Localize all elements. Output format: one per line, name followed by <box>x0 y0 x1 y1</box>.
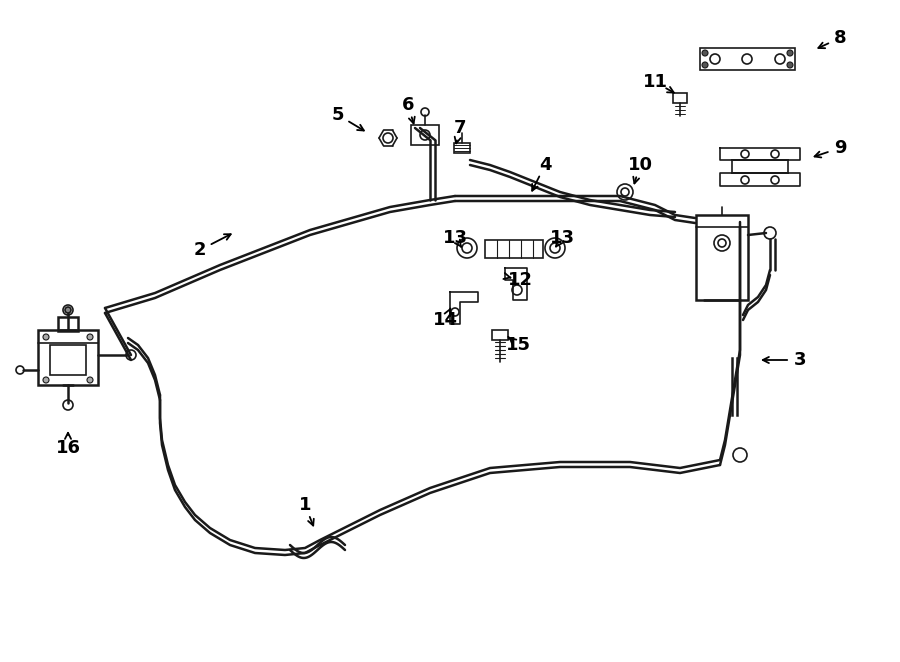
Text: 8: 8 <box>833 29 846 47</box>
Circle shape <box>43 377 49 383</box>
Circle shape <box>787 50 793 56</box>
Text: 3: 3 <box>794 351 806 369</box>
Text: 11: 11 <box>643 73 668 91</box>
Circle shape <box>87 334 93 340</box>
Text: 7: 7 <box>454 119 466 137</box>
Bar <box>673 93 687 103</box>
Bar <box>411 125 439 145</box>
Circle shape <box>87 377 93 383</box>
Text: 14: 14 <box>433 311 457 329</box>
Text: 1: 1 <box>299 496 311 514</box>
Text: 13: 13 <box>550 229 574 247</box>
Text: 10: 10 <box>627 156 652 174</box>
Polygon shape <box>720 148 800 186</box>
Text: 2: 2 <box>194 241 206 259</box>
Text: 15: 15 <box>506 336 530 354</box>
Circle shape <box>65 307 71 313</box>
Bar <box>38 330 98 385</box>
Bar <box>50 345 86 375</box>
Circle shape <box>787 62 793 68</box>
Text: 9: 9 <box>833 139 846 157</box>
Text: 4: 4 <box>539 156 551 174</box>
Text: 12: 12 <box>508 271 533 289</box>
Polygon shape <box>450 292 478 324</box>
Polygon shape <box>505 268 527 300</box>
Bar <box>485 240 543 258</box>
Text: 5: 5 <box>332 106 344 124</box>
Bar <box>492 330 508 340</box>
Circle shape <box>702 50 708 56</box>
Text: 13: 13 <box>443 229 467 247</box>
Circle shape <box>702 62 708 68</box>
Text: 6: 6 <box>401 96 414 114</box>
Bar <box>696 215 748 300</box>
Bar <box>454 143 470 153</box>
Text: 16: 16 <box>56 439 80 457</box>
Bar <box>700 48 795 70</box>
Circle shape <box>43 334 49 340</box>
Bar <box>58 317 78 331</box>
